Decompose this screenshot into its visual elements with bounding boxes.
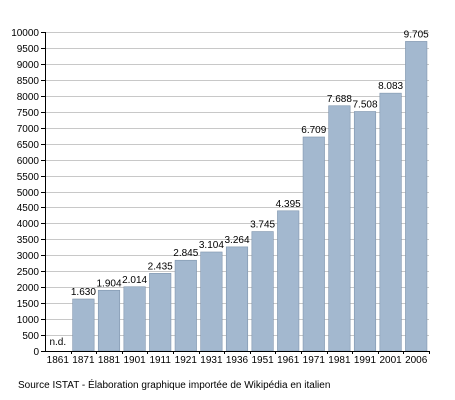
y-tick-label: 1000 bbox=[17, 315, 40, 326]
data-label: 8.083 bbox=[378, 81, 403, 92]
data-label: 2.845 bbox=[173, 248, 198, 259]
y-tick-label: 7000 bbox=[17, 124, 40, 135]
x-tick-label: 1936 bbox=[226, 355, 249, 366]
bar bbox=[251, 231, 274, 352]
x-tick-label: 1861 bbox=[47, 355, 70, 366]
x-tick-label: 1961 bbox=[277, 355, 300, 366]
y-tick-label: 9000 bbox=[17, 60, 40, 71]
y-tick-labels: 0 500 1000 1500 2000 2500 3000 3500 4000 4500 5000… bbox=[11, 28, 39, 358]
bars bbox=[72, 41, 428, 352]
y-tick-label: 5500 bbox=[17, 172, 40, 183]
data-label: n.d. bbox=[49, 337, 66, 348]
x-tick-label: 1951 bbox=[251, 355, 274, 366]
x-tick-label: 1921 bbox=[175, 355, 198, 366]
bar bbox=[149, 273, 172, 352]
x-tick-label: 1991 bbox=[354, 355, 377, 366]
bar bbox=[72, 298, 95, 352]
y-tick-label: 1500 bbox=[17, 299, 40, 310]
bar bbox=[328, 105, 351, 352]
y-tick-label: 6500 bbox=[17, 140, 40, 151]
y-tick-label: 9500 bbox=[17, 44, 40, 55]
y-tick-label: 4000 bbox=[17, 219, 40, 230]
y-tick-label: 0 bbox=[33, 347, 39, 358]
bar bbox=[174, 259, 197, 352]
y-tick-label: 8500 bbox=[17, 76, 40, 87]
bar bbox=[200, 251, 223, 352]
data-label: 9.705 bbox=[404, 29, 429, 40]
data-label: 7.688 bbox=[327, 94, 352, 105]
source-note: Source ISTAT - Élaboration graphique imp… bbox=[18, 380, 331, 391]
x-tick-label: 1931 bbox=[200, 355, 223, 366]
data-label: 3.264 bbox=[224, 235, 249, 246]
y-tick-label: 2000 bbox=[17, 283, 40, 294]
data-label: 3.745 bbox=[250, 220, 275, 231]
x-tick-label: 1871 bbox=[72, 355, 95, 366]
x-tick-label: 1911 bbox=[149, 355, 171, 366]
y-tick-label: 7500 bbox=[17, 108, 40, 119]
x-tick-label: 1901 bbox=[123, 355, 146, 366]
data-label: 2.435 bbox=[148, 261, 173, 272]
bar bbox=[277, 210, 300, 352]
y-tick-label: 4500 bbox=[17, 203, 40, 214]
y-tick-label: 500 bbox=[22, 331, 39, 342]
data-label: 7.508 bbox=[352, 99, 377, 110]
x-tick-label: 1981 bbox=[328, 355, 351, 366]
y-tick-label: 3500 bbox=[17, 235, 40, 246]
y-tick-label: 3000 bbox=[17, 251, 40, 262]
bar bbox=[379, 92, 402, 352]
x-tick-label: 1881 bbox=[98, 355, 121, 366]
y-tick-label: 2500 bbox=[17, 267, 40, 278]
x-tick-label: 2006 bbox=[405, 355, 428, 366]
data-label: 1.904 bbox=[96, 278, 121, 289]
bar bbox=[302, 136, 325, 352]
data-label: 2.014 bbox=[122, 275, 147, 286]
x-tick-label: 1971 bbox=[303, 355, 326, 366]
bar bbox=[123, 286, 146, 352]
bar bbox=[225, 246, 249, 352]
data-label: 4.395 bbox=[276, 199, 301, 210]
data-label: 3.104 bbox=[199, 240, 224, 251]
data-label: 1.630 bbox=[71, 287, 96, 298]
y-tick-label: 8000 bbox=[17, 92, 40, 103]
axes bbox=[41, 32, 430, 354]
x-tick-labels: 1861 1871 1881 1901 1911 1921 1931 1936 1951 1961… bbox=[47, 355, 428, 366]
x-tick-label: 2001 bbox=[379, 355, 402, 366]
bar bbox=[97, 289, 121, 352]
bar bbox=[405, 41, 428, 352]
y-tick-label: 10000 bbox=[11, 28, 39, 39]
y-tick-label: 5000 bbox=[17, 188, 40, 199]
y-tick-label: 6000 bbox=[17, 156, 40, 167]
data-label: 6.709 bbox=[301, 125, 326, 136]
bar bbox=[353, 111, 377, 352]
